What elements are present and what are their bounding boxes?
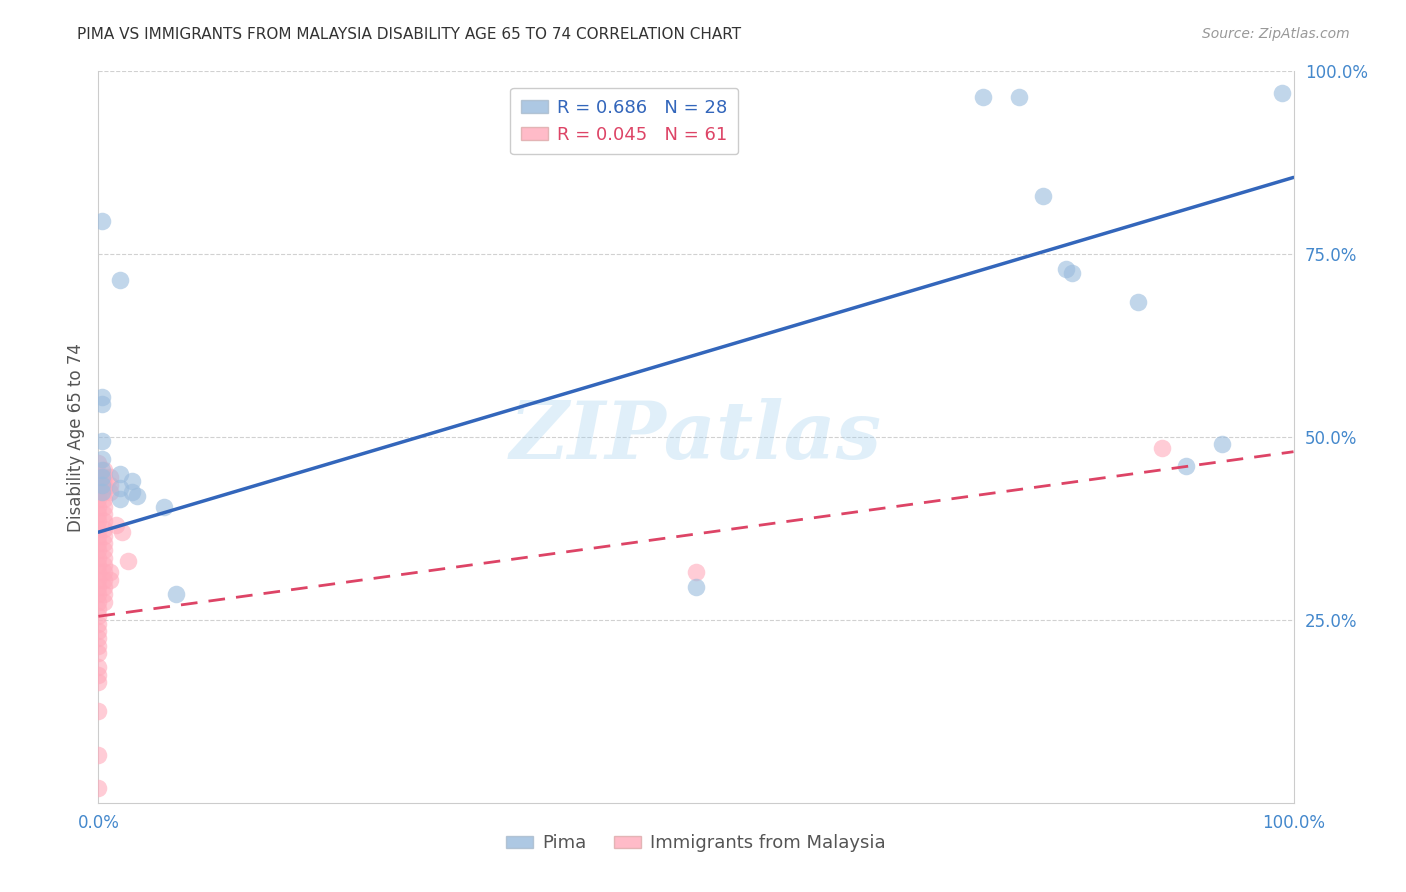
Point [121, 474, 143, 488]
Point [93, 536, 115, 550]
Point [98, 485, 122, 500]
Point [91, 214, 114, 228]
Point [1175, 459, 1198, 474]
Point [93, 514, 115, 528]
Point [87, 514, 110, 528]
Point [93, 550, 115, 565]
Point [91, 390, 114, 404]
Text: ZIPatlas: ZIPatlas [510, 399, 882, 475]
Point [87, 558, 110, 573]
Y-axis label: Disability Age 65 to 74: Disability Age 65 to 74 [66, 343, 84, 532]
Point [1056, 261, 1078, 276]
Point [93, 594, 115, 608]
Point [105, 517, 128, 532]
Point [93, 573, 115, 587]
Point [93, 463, 115, 477]
Point [87, 609, 110, 624]
Point [108, 492, 131, 507]
Point [98, 477, 122, 491]
Point [91, 463, 114, 477]
Point [117, 554, 139, 568]
Point [1062, 266, 1084, 280]
Point [93, 492, 115, 507]
Text: PIMA VS IMMIGRANTS FROM MALAYSIA DISABILITY AGE 65 TO 74 CORRELATION CHART: PIMA VS IMMIGRANTS FROM MALAYSIA DISABIL… [77, 27, 741, 42]
Point [87, 521, 110, 535]
Point [108, 467, 131, 481]
Point [91, 485, 114, 500]
Point [87, 632, 110, 646]
Point [87, 639, 110, 653]
Point [153, 500, 176, 514]
Point [87, 550, 110, 565]
Point [93, 587, 115, 601]
Point [87, 477, 110, 491]
Point [98, 566, 122, 580]
Point [91, 397, 114, 411]
Point [87, 507, 110, 521]
Point [87, 624, 110, 638]
Point [87, 781, 110, 796]
Point [87, 470, 110, 484]
Point [87, 485, 110, 500]
Point [87, 566, 110, 580]
Point [87, 594, 110, 608]
Point [87, 646, 110, 660]
Point [1128, 294, 1150, 309]
Point [93, 470, 115, 484]
Point [87, 536, 110, 550]
Point [93, 521, 115, 535]
Point [165, 587, 187, 601]
Point [93, 558, 115, 573]
Point [111, 525, 134, 540]
Point [93, 507, 115, 521]
Point [125, 489, 148, 503]
Point [972, 90, 994, 104]
Point [91, 434, 114, 448]
Point [91, 452, 114, 467]
Text: Source: ZipAtlas.com: Source: ZipAtlas.com [1202, 27, 1350, 41]
Point [1152, 441, 1174, 455]
Point [87, 667, 110, 681]
Point [1008, 90, 1031, 104]
Point [685, 580, 707, 594]
Point [98, 470, 122, 484]
Point [93, 477, 115, 491]
Point [87, 543, 110, 558]
Point [87, 456, 110, 470]
Point [1211, 437, 1233, 451]
Point [98, 573, 122, 587]
Point [93, 500, 115, 514]
Point [87, 580, 110, 594]
Point [93, 529, 115, 543]
Point [87, 573, 110, 587]
Point [87, 602, 110, 616]
Point [87, 587, 110, 601]
Point [91, 477, 114, 491]
Point [121, 485, 143, 500]
Point [87, 660, 110, 674]
Point [108, 481, 131, 495]
Point [87, 529, 110, 543]
Point [685, 566, 707, 580]
Point [108, 273, 131, 287]
Point [87, 675, 110, 690]
Point [1032, 188, 1054, 202]
Point [87, 748, 110, 763]
Point [87, 705, 110, 719]
Point [93, 580, 115, 594]
Point [1271, 87, 1294, 101]
Point [93, 566, 115, 580]
Point [87, 492, 110, 507]
Point [87, 500, 110, 514]
Point [93, 543, 115, 558]
Point [87, 616, 110, 631]
Point [91, 470, 114, 484]
Point [93, 485, 115, 500]
Legend: Pima, Immigrants from Malaysia: Pima, Immigrants from Malaysia [499, 827, 893, 860]
